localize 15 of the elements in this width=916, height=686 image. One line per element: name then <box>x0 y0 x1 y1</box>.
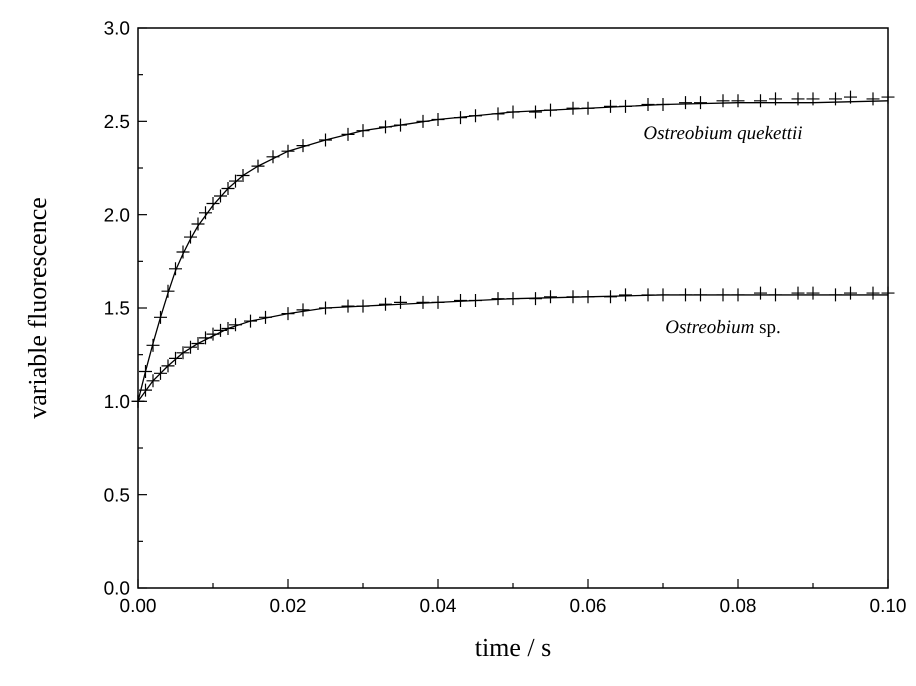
x-axis-title: time / s <box>474 633 552 662</box>
x-tick-label: 0.10 <box>870 596 906 617</box>
x-tick-label: 0.08 <box>720 596 756 617</box>
y-tick-label: 2.0 <box>104 205 130 226</box>
y-tick-label: 2.5 <box>104 112 130 133</box>
x-tick-label: 0.02 <box>270 596 306 617</box>
series-label: Ostreobium sp. <box>665 316 781 338</box>
y-axis-title: variable fluorescence <box>23 197 52 419</box>
y-tick-label: 3.0 <box>104 18 130 40</box>
y-tick-label: 0.5 <box>104 485 130 506</box>
y-tick-label: 1.5 <box>104 298 130 320</box>
y-tick-label: 1.0 <box>104 392 130 413</box>
x-tick-label: 0.04 <box>420 596 457 617</box>
x-tick-label: 0.06 <box>570 596 606 617</box>
series-label: Ostreobium quekettii <box>643 122 803 144</box>
